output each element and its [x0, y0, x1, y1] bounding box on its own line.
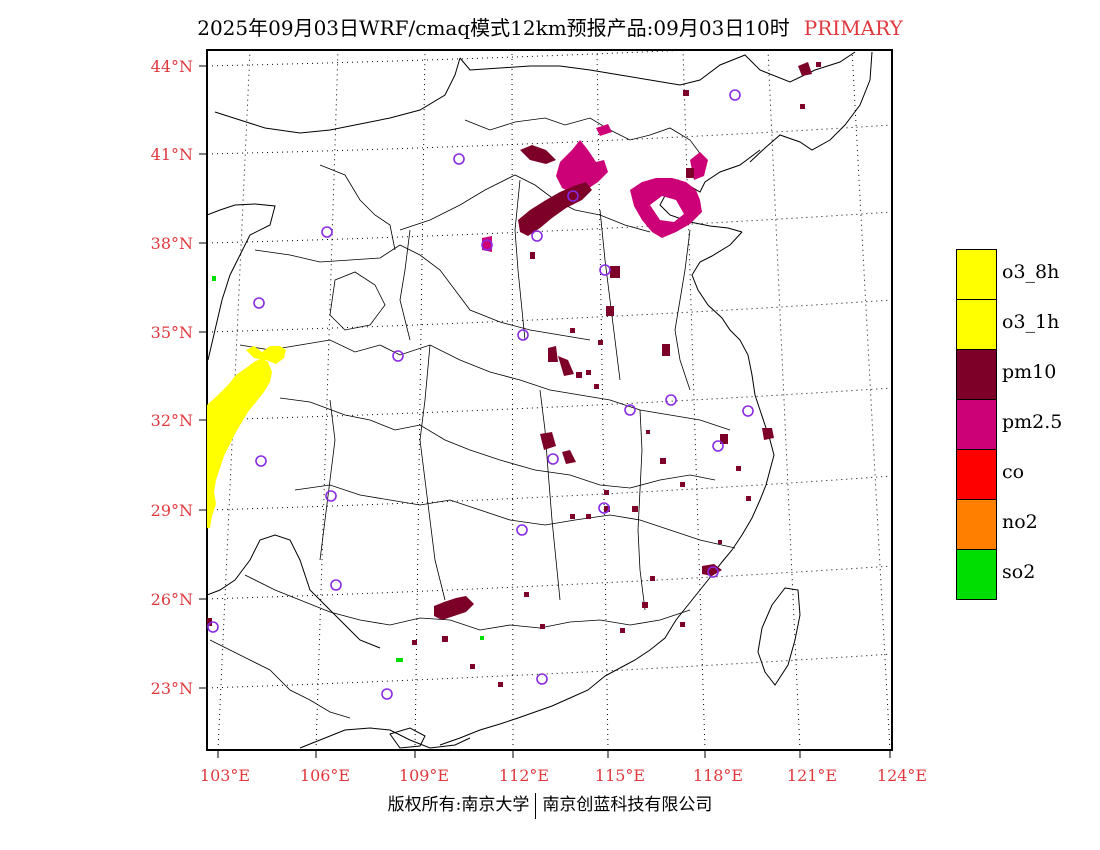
legend-swatch	[956, 549, 997, 600]
lon-label-124: 124°E	[877, 766, 927, 785]
legend-label: no2	[1002, 511, 1038, 533]
lon-ticks	[217, 750, 891, 758]
o3-region	[207, 346, 286, 528]
lat-label-44: 44°N	[151, 57, 193, 76]
footer-left: 版权所有:南京大学	[387, 795, 530, 815]
lon-label-106: 106°E	[300, 766, 350, 785]
copyright-footer: 版权所有:南京大学 南京创蓝科技有限公司	[0, 790, 1100, 819]
legend-label: o3_8h	[1002, 261, 1060, 283]
so2-cells	[212, 276, 484, 662]
legend-swatch	[956, 499, 997, 550]
lat-label-23: 23°N	[151, 679, 193, 698]
station-markers	[207, 89, 754, 700]
lon-label-109: 109°E	[399, 766, 449, 785]
legend-label: pm10	[1002, 361, 1057, 383]
lon-label-118: 118°E	[693, 766, 743, 785]
legend-label: pm2.5	[1002, 411, 1063, 433]
latitude-gridlines	[207, 50, 892, 689]
lat-label-38: 38°N	[151, 234, 193, 253]
lat-labels: 44°N 41°N 38°N 35°N 32°N 29°N 26°N 23°N	[151, 57, 193, 698]
legend-label: o3_1h	[1002, 311, 1060, 333]
lat-label-29: 29°N	[151, 501, 193, 520]
lat-ticks	[199, 65, 207, 689]
legend-swatch	[956, 299, 997, 350]
legend-label: co	[1002, 461, 1025, 483]
lon-label-112: 112°E	[499, 766, 549, 785]
pm10-regions	[434, 62, 812, 620]
legend-swatch	[956, 449, 997, 500]
province-borders	[209, 117, 736, 719]
footer-right: 南京创蓝科技有限公司	[542, 795, 713, 815]
legend-swatch	[956, 249, 997, 300]
lat-label-41: 41°N	[151, 145, 193, 164]
legend-label: so2	[1002, 561, 1036, 583]
coastline-and-borders	[207, 51, 873, 749]
lon-label-121: 121°E	[787, 766, 837, 785]
lat-label-26: 26°N	[151, 590, 193, 609]
lat-label-35: 35°N	[151, 323, 193, 342]
title-main: 2025年09月03日WRF/cmaq模式12km预报产品:09月03日10时	[197, 16, 790, 40]
lon-label-103: 103°E	[200, 766, 250, 785]
legend-swatch	[956, 399, 997, 450]
lat-label-32: 32°N	[151, 411, 193, 430]
footer-separator	[535, 792, 537, 819]
pm-scattered-cells	[207, 62, 821, 687]
title-tag: PRIMARY	[803, 16, 903, 40]
legend-swatch	[956, 349, 997, 400]
map-title: 2025年09月03日WRF/cmaq模式12km预报产品:09月03日10时 P…	[0, 12, 1100, 41]
lon-labels: 103°E 106°E 109°E 112°E 115°E 118°E 121°…	[200, 766, 927, 785]
map-frame	[206, 49, 893, 751]
lon-label-115: 115°E	[595, 766, 645, 785]
